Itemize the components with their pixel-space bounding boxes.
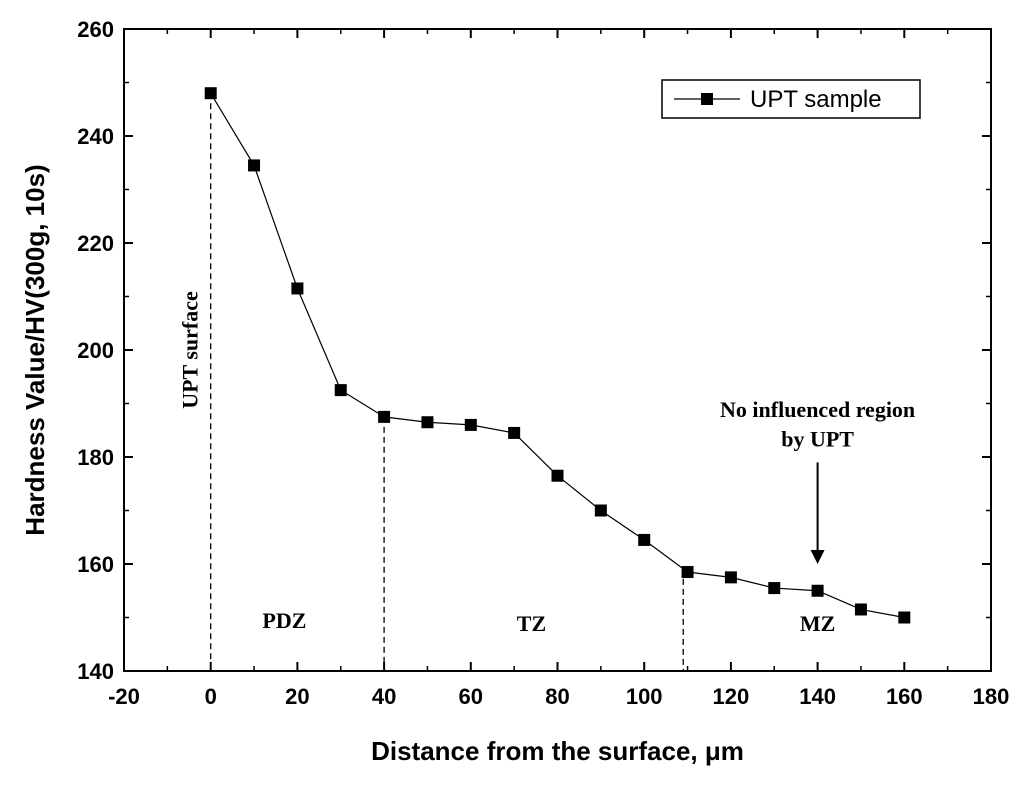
y-tick-label: 140 xyxy=(77,659,114,684)
annotation-arrow-head xyxy=(810,550,825,564)
data-point xyxy=(378,410,391,423)
y-axis-title: Hardness Value/HV(300g, 10s) xyxy=(20,164,50,535)
legend-marker xyxy=(701,93,713,105)
x-tick-label: 0 xyxy=(205,684,217,709)
y-tick-label: 260 xyxy=(77,17,114,42)
data-point xyxy=(508,426,521,439)
data-point xyxy=(291,282,304,295)
series-line xyxy=(210,92,905,619)
y-tick-label: 240 xyxy=(77,124,114,149)
legend-label: UPT sample xyxy=(750,86,882,113)
y-tick-label: 180 xyxy=(77,445,114,470)
data-point xyxy=(681,566,694,579)
x-tick-label: 160 xyxy=(886,684,923,709)
x-tick-label: -20 xyxy=(108,684,140,709)
data-point xyxy=(811,584,824,597)
x-axis-title: Distance from the surface, μm xyxy=(371,736,744,766)
x-tick-label: 60 xyxy=(459,684,483,709)
x-tick-label: 180 xyxy=(973,684,1010,709)
data-point xyxy=(204,87,217,100)
x-tick-label: 40 xyxy=(372,684,396,709)
annotation-label: UPT surface xyxy=(178,291,203,409)
data-point xyxy=(334,384,347,397)
data-point xyxy=(421,416,434,429)
data-point xyxy=(898,611,911,624)
x-tick-label: 80 xyxy=(545,684,569,709)
data-point xyxy=(464,418,477,431)
annotation-label: TZ xyxy=(517,611,546,636)
x-tick-label: 140 xyxy=(799,684,836,709)
annotation-label: by UPT xyxy=(781,426,854,451)
x-tick-label: 120 xyxy=(713,684,750,709)
data-point xyxy=(638,533,651,546)
x-tick-label: 100 xyxy=(626,684,663,709)
plot-frame xyxy=(123,28,992,672)
data-point xyxy=(248,159,261,172)
annotation-label: No influenced region xyxy=(720,397,915,422)
x-tick-label: 20 xyxy=(285,684,309,709)
annotation-label: MZ xyxy=(800,611,835,636)
data-point xyxy=(724,571,737,584)
data-point xyxy=(551,469,564,482)
y-tick-label: 200 xyxy=(77,338,114,363)
annotation-label: PDZ xyxy=(262,608,306,633)
data-point xyxy=(768,582,781,595)
y-tick-label: 160 xyxy=(77,552,114,577)
data-point xyxy=(594,504,607,517)
data-point xyxy=(854,603,867,616)
y-tick-label: 220 xyxy=(77,231,114,256)
